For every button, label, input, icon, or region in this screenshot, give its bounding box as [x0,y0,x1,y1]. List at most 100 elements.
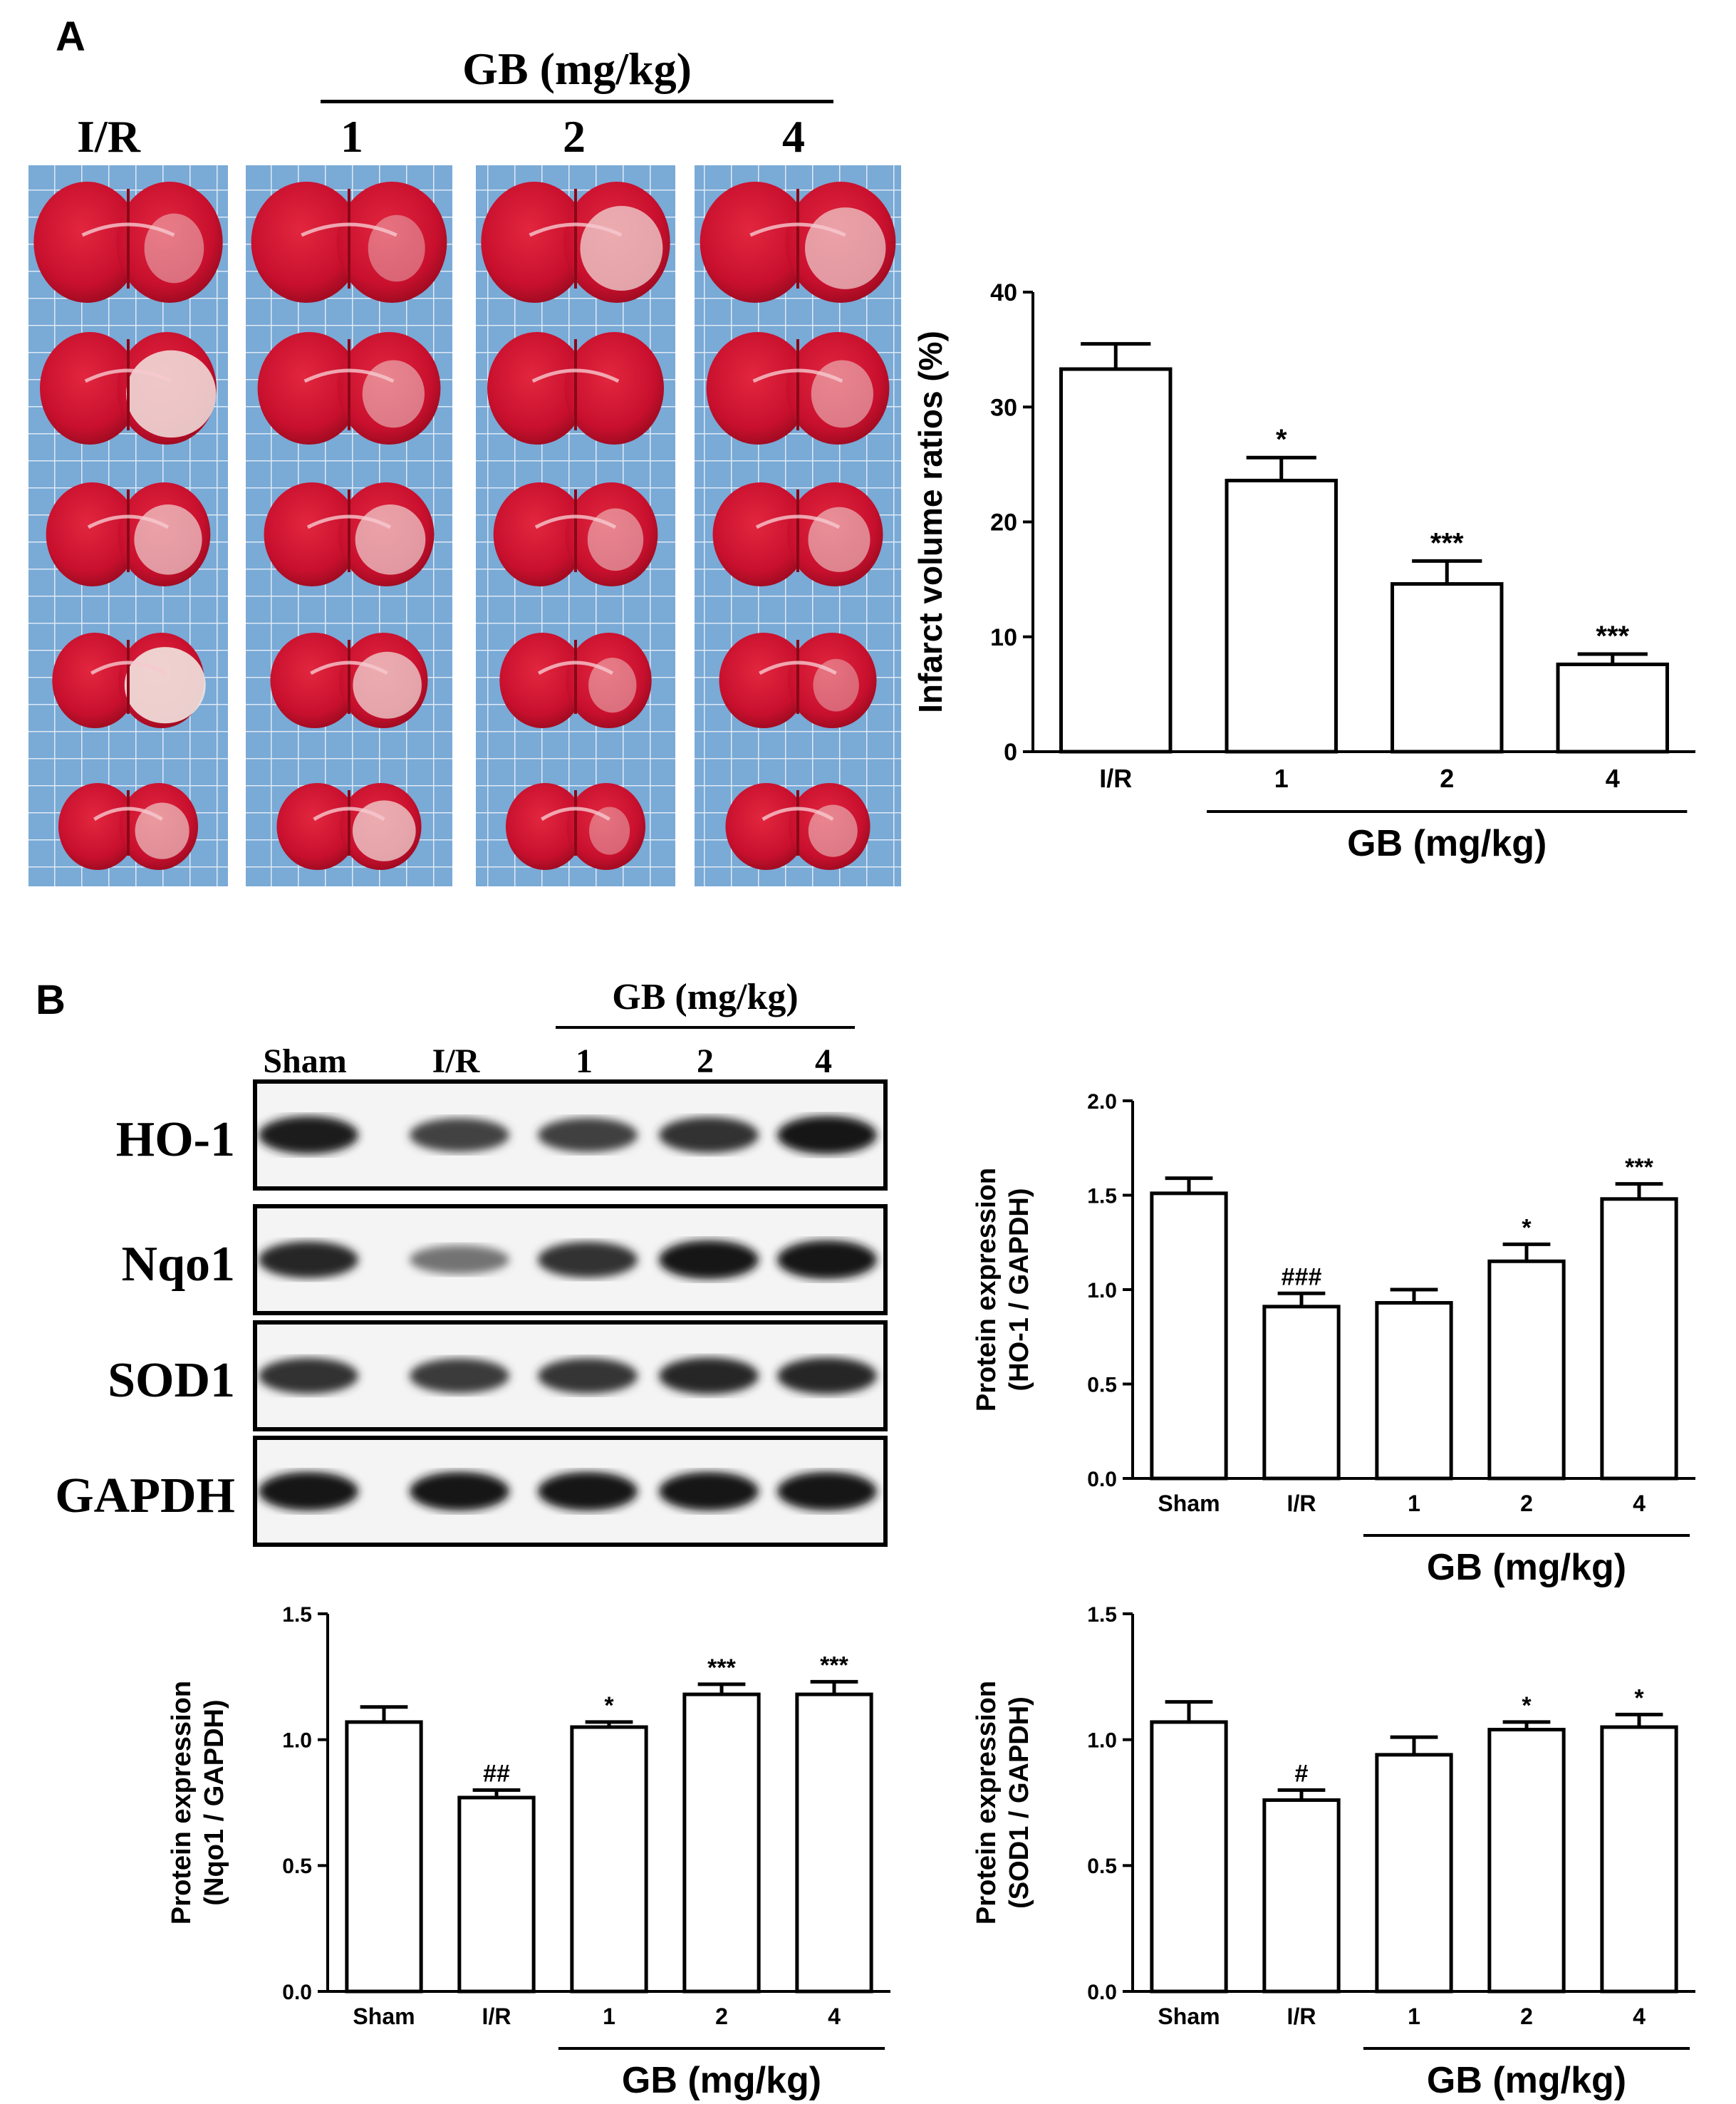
y-axis-label: Protein expression(Nqo1 / GAPDH) [167,1681,229,1924]
brain-slice [719,633,877,728]
y-tick-label: 0.0 [282,1981,312,2004]
western-blot [253,1079,888,1547]
bar [1600,1197,1678,1481]
blot-row-label-sod1: SOD1 [108,1353,235,1408]
lane-label-1: 1 [576,1042,593,1080]
blot-band [259,1116,358,1154]
y-tick-label: 1.0 [1087,1729,1117,1752]
group-label: GB (mg/kg) [1427,2060,1626,2101]
blot-row-label-ho1: HO-1 [115,1112,235,1167]
brain-slice [39,332,217,445]
significance-label: *** [820,1652,848,1679]
brain-slice [712,482,883,586]
blot-band [410,1471,509,1511]
blot-group-line [556,1026,855,1029]
x-tick-label: 4 [1633,1491,1646,1516]
blot-strip-sod1 [253,1320,888,1431]
chart-infarct: 0 10 20 30 40 Infarct volume ratios (%) I/R * 1 *… [912,279,1695,864]
bar [1059,367,1173,754]
brain-slice [276,783,422,870]
brain-slice [487,332,665,445]
significance-label: * [1522,1692,1532,1719]
blot-band [259,1241,358,1278]
blot-row-label-nqo1: Nqo1 [121,1237,235,1292]
blot-band [410,1358,509,1394]
x-tick-label: Sham [1158,2004,1220,2029]
bar [457,1795,536,1994]
group-label: GB (mg/kg) [622,2060,821,2101]
blot-band [777,1471,877,1511]
bar [682,1692,761,1994]
y-tick-label: 1.0 [1087,1279,1117,1302]
brain-slice [725,783,870,870]
x-tick-label: Sham [353,2004,415,2029]
blot-band [410,1245,509,1275]
bar [1150,1720,1228,1994]
x-tick-label: 2 [1440,764,1454,793]
chart-nqo1: 0.0 0.5 1.0 1.5 Protein expression(Nqo1 / GA… [167,1603,890,2101]
bar [570,1725,648,1994]
bar [1375,1753,1453,1994]
lane-label-2: 2 [697,1042,714,1080]
bar [1262,1305,1341,1481]
x-tick-label: 4 [828,2004,841,2029]
chart-ho1: 0.0 0.5 1.0 1.5 2.0 Protein expression(HO-1 /… [972,1090,1695,1588]
significance-label: # [1295,1760,1309,1787]
x-tick-label: 4 [1606,764,1620,793]
brain-slice [493,482,658,586]
brain-slice [700,182,896,303]
significance-label: * [1522,1214,1532,1241]
panel-a-dose-1: 1 [341,111,363,162]
bar [1262,1798,1341,1994]
photo-column-dose-1 [246,165,452,886]
brain-slice [46,482,211,586]
significance-label: * [1276,424,1287,455]
panel-a-group-label: GB (mg/kg) [462,43,692,94]
y-tick-label: 0.5 [1087,1373,1117,1396]
y-axis-label: Infarct volume ratios (%) [912,331,949,713]
blot-band [538,1358,638,1394]
x-tick-label: 1 [1408,1491,1420,1516]
y-tick-label: 0.0 [1087,1468,1117,1491]
bar [1391,582,1504,754]
significance-label: *** [1596,621,1629,652]
significance-label: * [1634,1684,1644,1711]
photo-column-dose-4 [695,165,901,886]
bar [1487,1728,1566,1994]
brain-slice [264,482,435,586]
y-tick-label: 0.5 [282,1855,312,1878]
panel-a-ir-label: I/R [77,111,140,162]
blot-band [659,1240,759,1280]
photo-column-ir [28,165,228,886]
blot-strip-nqo1 [253,1204,888,1315]
bar [1225,478,1338,754]
brain-slice [58,783,199,870]
chart-sod1: 0.0 0.5 1.0 1.5 Protein expression(SOD1 / GA… [972,1603,1695,2101]
blot-band [777,1357,877,1394]
significance-label: ### [1282,1263,1322,1290]
x-tick-label: I/R [482,2004,511,2029]
y-axis-label: Protein expression(SOD1 / GAPDH) [972,1681,1034,1924]
blot-strip-gapdh [253,1436,888,1547]
panel-b-letter: B [36,977,66,1023]
blot-band [259,1357,358,1394]
blot-band [538,1117,638,1153]
bar [1487,1259,1566,1481]
x-tick-label: 1 [1408,2004,1420,2029]
significance-label: *** [1625,1154,1653,1181]
blot-band [410,1118,509,1152]
x-tick-label: 1 [603,2004,615,2029]
bar [1556,662,1669,754]
significance-label: *** [1430,527,1464,559]
group-label: GB (mg/kg) [1427,1547,1626,1588]
y-tick-label: 0 [1004,739,1017,766]
brain-slice [257,332,441,445]
blot-band [538,1471,638,1511]
group-label: GB (mg/kg) [1347,823,1547,864]
lane-label-ir: I/R [432,1042,480,1080]
y-tick-label: 20 [990,509,1017,537]
bar [1600,1725,1678,1994]
x-tick-label: 2 [715,2004,728,2029]
x-tick-label: 2 [1520,2004,1533,2029]
panel-a-dose-2: 2 [563,111,586,162]
